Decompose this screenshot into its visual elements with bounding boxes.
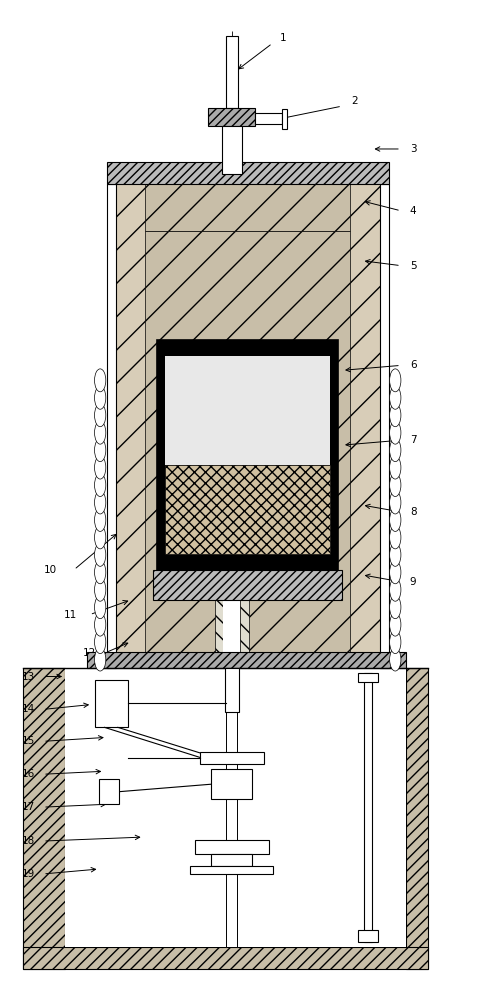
Circle shape [389,578,401,601]
Circle shape [95,439,106,462]
Circle shape [389,631,401,654]
Bar [225,668,239,712]
Circle shape [95,526,106,549]
Bar [240,570,249,668]
Circle shape [389,543,401,566]
Text: 2: 2 [351,96,357,106]
Bar [107,162,388,184]
Text: 9: 9 [410,577,417,587]
Bar [190,866,274,874]
Text: 6: 6 [410,360,417,370]
Bar [153,570,342,600]
Text: 1: 1 [280,33,286,43]
Circle shape [95,386,106,409]
Bar [406,668,428,969]
Text: 10: 10 [44,565,57,575]
Circle shape [95,631,106,654]
Circle shape [95,421,106,444]
Bar [214,570,223,668]
Bar [157,340,338,570]
Bar [282,109,287,129]
Bar [200,752,264,764]
Bar [65,668,406,947]
Circle shape [389,508,401,531]
Circle shape [389,421,401,444]
Circle shape [95,613,106,636]
Text: 4: 4 [410,206,417,216]
Text: 16: 16 [22,769,35,779]
Bar [208,108,255,126]
Bar [380,184,388,668]
Circle shape [95,491,106,514]
Circle shape [389,596,401,619]
Circle shape [95,596,106,619]
Text: 14: 14 [22,704,35,714]
Bar [358,673,378,682]
Bar [211,769,252,799]
Circle shape [389,561,401,584]
Text: 19: 19 [22,869,35,879]
Circle shape [389,404,401,427]
Bar [165,356,330,465]
Text: 8: 8 [410,507,417,517]
Circle shape [95,648,106,671]
Circle shape [95,543,106,566]
Bar [116,184,380,668]
Circle shape [95,508,106,531]
Bar [107,184,116,668]
Text: 3: 3 [410,144,417,154]
Bar [24,668,65,969]
Circle shape [95,578,106,601]
Circle shape [95,369,106,392]
Circle shape [95,474,106,497]
Circle shape [389,526,401,549]
Bar [100,779,119,804]
Bar [226,36,238,108]
Circle shape [389,648,401,671]
Text: 12: 12 [83,648,96,658]
Circle shape [389,474,401,497]
Bar [222,126,242,174]
Circle shape [95,561,106,584]
Bar [95,680,128,727]
Text: 17: 17 [22,802,35,812]
Text: 18: 18 [22,836,35,846]
Circle shape [389,613,401,636]
Bar [364,673,372,942]
Text: 15: 15 [22,736,35,746]
Bar [223,570,240,668]
Text: 11: 11 [64,610,76,620]
Bar [211,854,252,866]
Bar [195,840,269,854]
Bar [358,930,378,942]
Bar [145,231,351,668]
Bar [165,465,330,554]
Text: 5: 5 [410,261,417,271]
Circle shape [389,369,401,392]
Bar [145,184,351,231]
Circle shape [389,456,401,479]
Circle shape [95,456,106,479]
Circle shape [389,491,401,514]
Bar [255,113,282,124]
Circle shape [389,386,401,409]
Bar [87,652,406,668]
Bar [226,668,237,947]
Circle shape [95,404,106,427]
Circle shape [389,439,401,462]
Bar [24,947,428,969]
Text: 7: 7 [410,435,417,445]
Text: 13: 13 [22,672,35,682]
